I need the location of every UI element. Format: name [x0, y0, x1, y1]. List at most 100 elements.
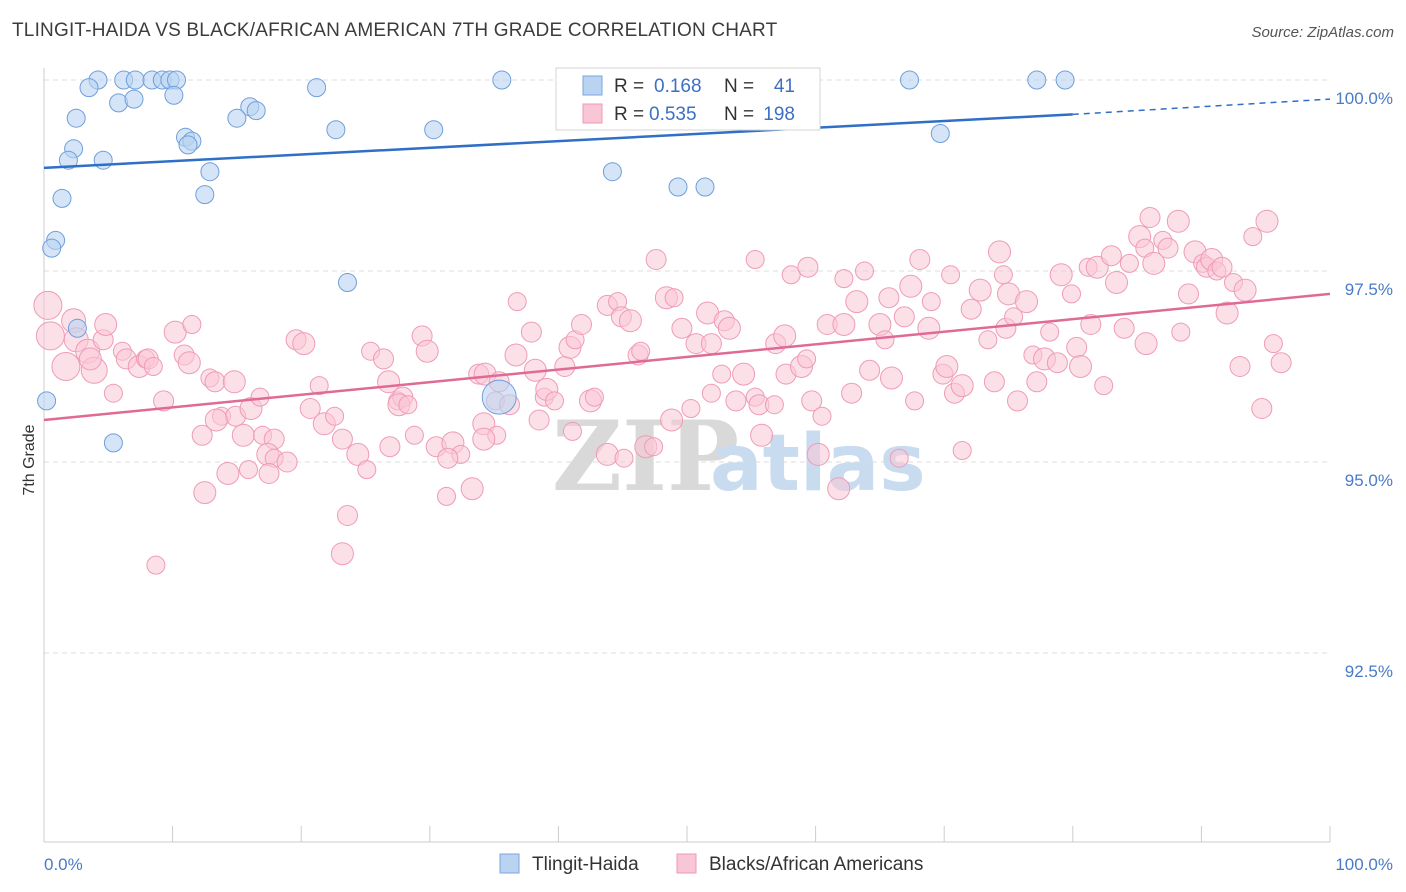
- blacks-point-148: [960, 298, 982, 320]
- blacks-point-181: [1157, 237, 1179, 259]
- blacks-point-48: [357, 460, 377, 480]
- blacks-point-116: [773, 324, 797, 348]
- blacks-point-153: [993, 265, 1013, 285]
- tlingit-haida-point-30: [602, 162, 622, 182]
- blacks-point-152: [988, 240, 1011, 264]
- bottom-legend: Tlingit-Haida Blacks/African Americans: [499, 853, 923, 875]
- blacks-point-39: [146, 555, 166, 575]
- blacks-point-179: [1142, 251, 1166, 275]
- tlingit-haida-point-28: [93, 150, 113, 170]
- blacks-point-163: [1046, 352, 1068, 374]
- blacks-point-114: [764, 395, 784, 415]
- tlingit-haida-point-10: [1055, 70, 1075, 90]
- y-tick-labels: 92.5% 95.0% 97.5% 100.0%: [1335, 89, 1393, 681]
- blacks-point-50: [330, 542, 354, 566]
- blacks-point-75: [507, 292, 527, 312]
- chart-title: TLINGIT-HAIDA VS BLACK/AFRICAN AMERICAN …: [12, 20, 778, 41]
- watermark: ZIP atlas: [552, 400, 926, 513]
- blacks-point-5: [51, 352, 81, 381]
- blacks-point-169: [1080, 314, 1102, 335]
- blacks-point-182: [1166, 209, 1190, 233]
- blacks-point-194: [1233, 278, 1257, 302]
- blacks-point-123: [812, 406, 832, 426]
- blacks-point-60: [404, 425, 424, 445]
- blacks-point-178: [1139, 207, 1161, 228]
- tlingit-haida-point-8: [900, 70, 919, 90]
- blacks-point-59: [415, 339, 439, 363]
- blacks-point-193: [1229, 356, 1251, 377]
- blacks-point-93: [614, 448, 634, 468]
- blacks-point-113: [750, 423, 774, 447]
- tlingit-haida-point-25: [930, 124, 950, 143]
- blacks-point-99: [664, 288, 684, 308]
- tlingit-haida-point-40: [103, 433, 123, 453]
- tlingit-haida-point-20: [326, 120, 346, 140]
- blacks-point-203: [832, 313, 856, 336]
- blacks-point-0: [33, 290, 63, 320]
- blacks-point-22: [204, 371, 226, 393]
- blacks-point-66: [437, 486, 456, 506]
- blacks-point-136: [893, 306, 915, 328]
- blacks-point-14: [78, 347, 102, 371]
- tlingit-haida-point-39: [37, 391, 57, 411]
- blacks-point-202: [797, 256, 819, 278]
- blacks-point-184: [1178, 283, 1199, 305]
- legend-n-label-2: N =: [724, 104, 754, 125]
- blacks-point-28: [191, 424, 213, 446]
- blacks-point-133: [878, 287, 900, 309]
- blacks-point-36: [239, 460, 258, 480]
- tlingit-haida-point-18: [227, 108, 247, 128]
- blacks-point-64: [437, 447, 459, 469]
- blacks-point-1: [35, 321, 65, 351]
- blacks-point-197: [1255, 209, 1279, 233]
- blacks-point-46: [331, 428, 353, 450]
- y-tick-label-0: 92.5%: [1345, 662, 1393, 681]
- blacks-point-85: [571, 314, 592, 335]
- blacks-point-74: [504, 343, 528, 367]
- blacks-point-129: [855, 261, 874, 281]
- blacks-point-134: [880, 366, 903, 390]
- blacks-point-89: [595, 442, 619, 466]
- tlingit-haida-point-41: [481, 379, 517, 415]
- legend-n-value-1: 41: [774, 76, 795, 97]
- blacks-point-157: [1007, 390, 1028, 412]
- blacks-point-135: [889, 448, 909, 468]
- blacks-point-125: [827, 477, 851, 501]
- blacks-point-205: [700, 333, 722, 355]
- legend-n-value-2: 198: [763, 104, 795, 125]
- blacks-point-139: [909, 249, 931, 270]
- blacks-point-201: [745, 250, 765, 269]
- blacks-point-162: [1040, 322, 1060, 342]
- blacks-point-82: [554, 356, 576, 377]
- blacks-point-96: [644, 437, 664, 457]
- source-label: Source: ZipAtlas.com: [1251, 24, 1394, 41]
- blacks-point-143: [935, 355, 959, 378]
- blacks-point-138: [905, 391, 925, 411]
- blacks-point-137: [899, 274, 923, 298]
- blacks-point-132: [875, 330, 895, 350]
- blacks-point-204: [631, 341, 651, 361]
- blacks-point-20: [177, 351, 201, 375]
- blacks-point-101: [660, 408, 684, 432]
- series-tlingit-haida: [37, 70, 1075, 453]
- blacks-point-8: [94, 313, 118, 336]
- blacks-point-65: [460, 477, 484, 501]
- blacks-point-175: [1113, 317, 1135, 339]
- blacks-point-147: [952, 441, 972, 460]
- blacks-point-207: [563, 421, 582, 441]
- legend-r-label-1: R =: [614, 76, 644, 97]
- blacks-point-150: [978, 330, 998, 350]
- blacks-point-97: [645, 249, 667, 270]
- blacks-point-15: [103, 383, 123, 403]
- blacks-point-130: [859, 359, 881, 381]
- tlingit-haida-point-38: [67, 318, 87, 338]
- tlingit-haida-point-9: [1027, 70, 1047, 90]
- blacks-point-43: [299, 398, 321, 419]
- blacks-point-160: [1026, 371, 1048, 393]
- trend-lines: [43, 98, 1331, 422]
- tlingit-haida-point-19: [66, 108, 86, 128]
- blacks-point-121: [801, 390, 823, 412]
- blacks-point-45: [325, 406, 345, 426]
- blacks-point-173: [1105, 271, 1128, 294]
- tlingit-haida-point-14: [124, 89, 144, 109]
